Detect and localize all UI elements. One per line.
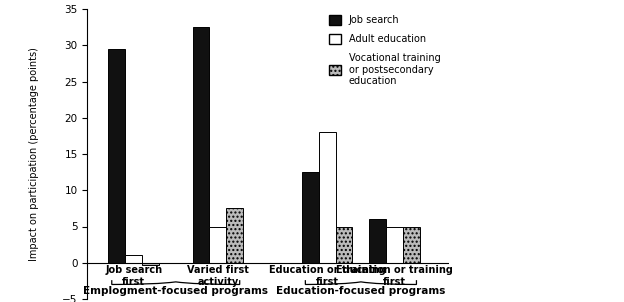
Bar [142, 263, 159, 265]
Bar [227, 208, 243, 263]
Text: Education or training
first: Education or training first [269, 265, 386, 287]
Y-axis label: Impact on participation (percentage points): Impact on participation (percentage poin… [29, 47, 39, 261]
Legend: Job search, Adult education, Vocational training
or postsecondary
education: Job search, Adult education, Vocational … [326, 11, 444, 90]
Bar [193, 27, 210, 263]
Bar [336, 226, 353, 263]
Bar [386, 226, 403, 263]
Bar [109, 49, 125, 263]
Text: Education or training
first: Education or training first [336, 265, 453, 287]
Bar [403, 226, 420, 263]
Text: Education-focused programs: Education-focused programs [276, 286, 446, 296]
Bar [369, 219, 386, 263]
Text: Emplogment-focused programs: Emplogment-focused programs [83, 286, 268, 296]
Bar [319, 132, 336, 263]
Bar [302, 172, 319, 263]
Text: Job search
first: Job search first [105, 265, 162, 287]
Bar [210, 226, 227, 263]
Bar [125, 255, 142, 263]
Text: Varied first
activity: Varied first activity [187, 265, 249, 287]
